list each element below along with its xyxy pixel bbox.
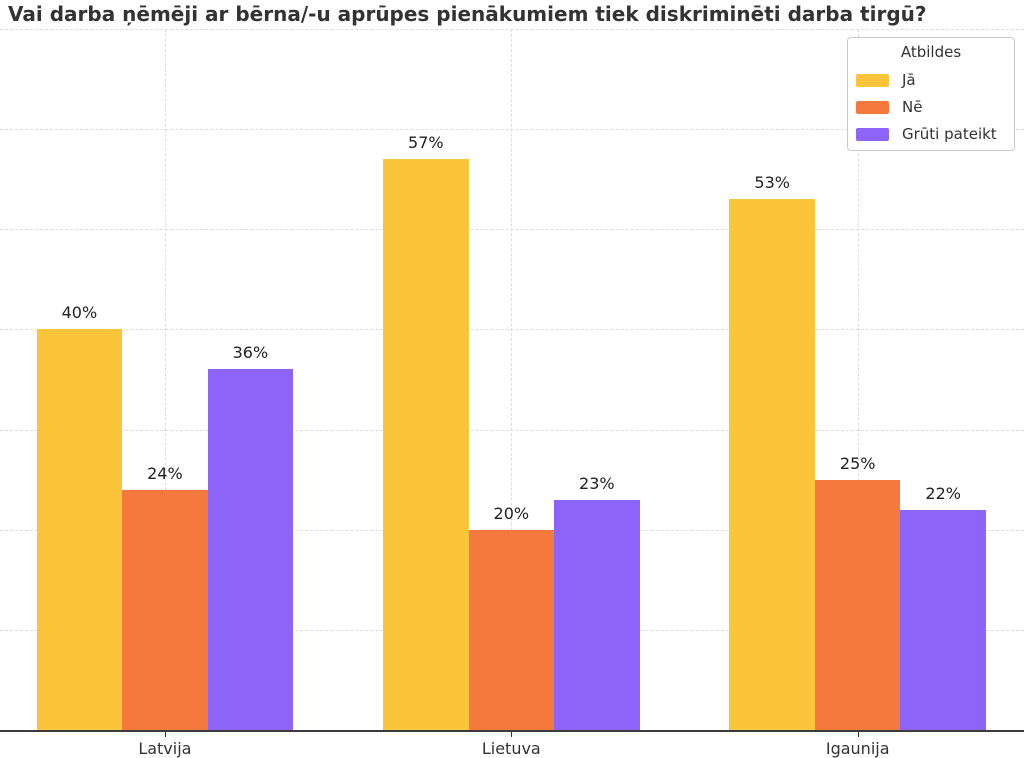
- legend-label-gruti-pateikt: Grūti pateikt: [902, 125, 997, 143]
- legend-items: Jā Nē Grūti pateikt: [856, 71, 1006, 143]
- legend-label-ja: Jā: [902, 71, 916, 89]
- chart-title: Vai darba ņēmēji ar bērna/-u aprūpes pie…: [8, 2, 927, 26]
- legend-swatch-gruti-pateikt-icon: [856, 127, 889, 141]
- x-tick-label-igaunija: Igaunija: [825, 739, 890, 758]
- legend-swatch-ja-icon: [856, 73, 889, 87]
- bar-value-label-latvija-ja: 40%: [61, 303, 98, 323]
- legend-swatch-ne-icon: [856, 100, 889, 114]
- legend-item-gruti-pateikt: Grūti pateikt: [856, 125, 1006, 143]
- bar-igaunija-gruti-pateikt: [900, 509, 986, 730]
- bar-value-label-lietuva-ne: 20%: [493, 503, 530, 523]
- x-tick-latvija: [164, 732, 166, 737]
- x-tick-igaunija: [857, 732, 859, 737]
- x-tick-label-latvija: Latvija: [138, 739, 192, 758]
- gridline-vertical-latvija: [164, 29, 166, 730]
- bar-igaunija-ja: [729, 199, 815, 730]
- bar-lietuva-ne: [468, 529, 555, 730]
- bar-value-label-lietuva-ja: 57%: [408, 133, 444, 153]
- bar-value-label-igaunija-ne: 25%: [839, 453, 876, 473]
- bar-latvija-gruti-pateikt: [207, 369, 294, 730]
- x-axis-line: [0, 730, 1024, 732]
- bar-value-label-lietuva-gruti-pateikt: 23%: [579, 473, 615, 493]
- bar-latvija-ne: [122, 489, 208, 730]
- bar-value-label-latvija-ne: 24%: [147, 463, 183, 483]
- bar-latvija-ja: [36, 329, 123, 730]
- bar-lietuva-gruti-pateikt: [554, 499, 640, 730]
- bar-igaunija-ne: [814, 479, 901, 730]
- legend-label-ne: Nē: [902, 98, 923, 116]
- gridline-vertical-lietuva: [511, 29, 513, 730]
- bar-value-label-igaunija-gruti-pateikt: 22%: [925, 483, 961, 503]
- legend-item-ja: Jā: [856, 71, 1006, 89]
- legend-title: Atbildes: [900, 43, 962, 61]
- legend-item-ne: Nē: [856, 98, 1006, 116]
- bar-value-label-latvija-gruti-pateikt: 36%: [232, 343, 269, 363]
- bar-value-label-igaunija-ja: 53%: [754, 173, 790, 193]
- bar-lietuva-ja: [383, 159, 469, 730]
- legend: Atbildes Jā Nē Grūti pateikt: [847, 37, 1015, 151]
- gridline-vertical-igaunija: [857, 29, 859, 730]
- x-tick-label-lietuva: Lietuva: [481, 739, 541, 758]
- x-tick-lietuva: [511, 732, 513, 737]
